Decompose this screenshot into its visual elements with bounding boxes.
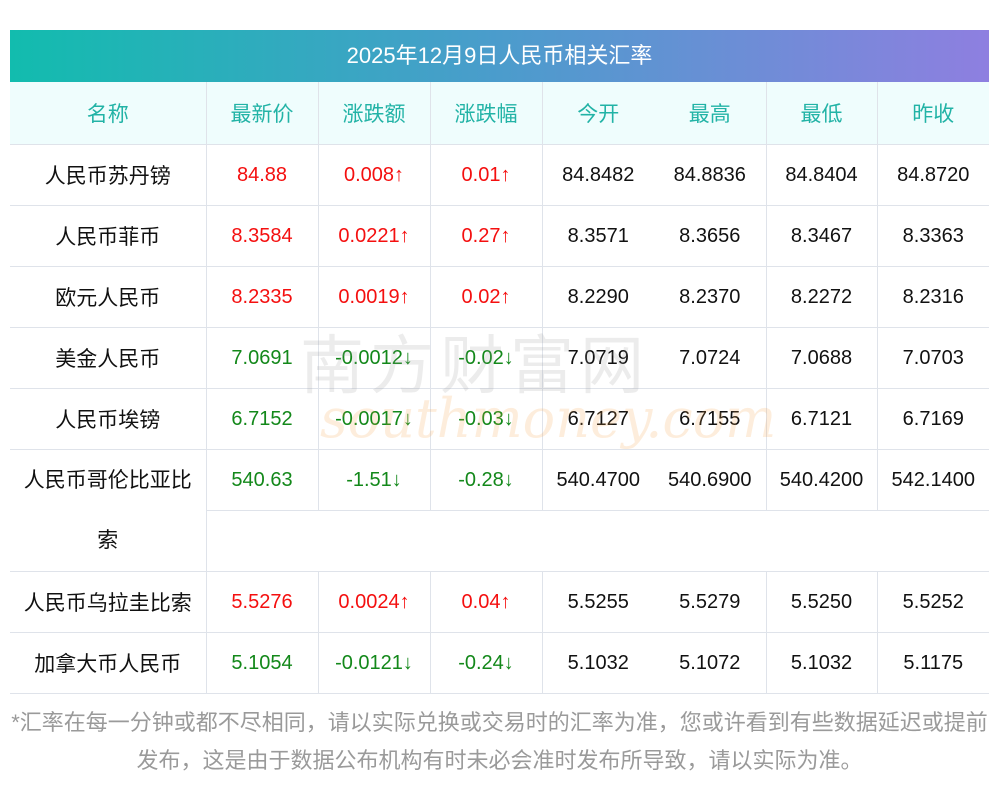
cell-change: -0.0017↓	[317, 388, 430, 450]
cell-high: 5.5279	[654, 571, 766, 633]
cell-high: 540.6900	[654, 449, 766, 511]
cell-change: 0.0221↑	[317, 205, 430, 267]
page-title: 2025年12月9日人民币相关汇率	[10, 30, 989, 82]
cell-latest: 7.0691	[205, 327, 318, 389]
cell-high: 7.0724	[654, 327, 766, 389]
cell-open: 8.2290	[541, 266, 654, 328]
cell-prev: 84.8720	[876, 144, 989, 206]
cell-pct: -0.28↓	[429, 449, 542, 511]
cell-low: 5.1032	[765, 632, 877, 694]
cell-name: 人民币苏丹镑	[10, 144, 206, 206]
cell-pct: -0.24↓	[429, 632, 542, 694]
cell-open: 84.8482	[541, 144, 654, 206]
cell-low: 7.0688	[765, 327, 877, 389]
cell-name: 人民币哥伦比亚比索	[10, 449, 206, 572]
cell-prev: 542.1400	[876, 449, 989, 511]
cell-change: -0.0012↓	[317, 327, 430, 389]
exchange-rate-table: 名称 最新价 涨跌额 涨跌幅 今开 最高 最低 昨收 人民币苏丹镑 84.88 0.008↑ 0.0…	[10, 82, 989, 694]
name-line-1: 人民币哥伦比亚比	[23, 468, 192, 492]
column-header-low: 最低	[765, 82, 877, 145]
cell-latest: 5.1054	[205, 632, 318, 694]
cell-latest: 540.63	[205, 449, 318, 511]
cell-low: 8.2272	[765, 266, 877, 328]
cell-latest: 8.3584	[205, 205, 318, 267]
column-header-pct: 涨跌幅	[429, 82, 542, 145]
cell-name: 人民币埃镑	[10, 388, 206, 450]
table-row: 加拿大币人民币 5.1054 -0.0121↓ -0.24↓ 5.1032 5.1072 5…	[10, 632, 989, 694]
cell-high: 84.8836	[654, 144, 766, 206]
table-row: 欧元人民币 8.2335 0.0019↑ 0.02↑ 8.2290 8.2370 8.227…	[10, 266, 989, 328]
cell-name: 加拿大币人民币	[10, 632, 206, 694]
table-row-continuation	[10, 510, 989, 572]
table-header: 名称 最新价 涨跌额 涨跌幅 今开 最高 最低 昨收	[10, 82, 989, 145]
column-header-name: 名称	[10, 82, 206, 145]
cell-low: 540.4200	[765, 449, 877, 511]
cell-latest: 6.7152	[205, 388, 318, 450]
column-header-prev: 昨收	[876, 82, 989, 145]
cell-change: -1.51↓	[317, 449, 430, 511]
cell-open: 7.0719	[541, 327, 654, 389]
cell-prev: 7.0703	[876, 327, 989, 389]
column-header-high: 最高	[654, 82, 766, 145]
cell-high: 8.3656	[654, 205, 766, 267]
table-row: 人民币苏丹镑 84.88 0.008↑ 0.01↑ 84.8482 84.8836 84.8…	[10, 144, 989, 206]
cell-prev: 5.5252	[876, 571, 989, 633]
cell-change: -0.0121↓	[317, 632, 430, 694]
cell-open: 5.5255	[541, 571, 654, 633]
cell-open: 540.4700	[541, 449, 654, 511]
column-header-open: 今开	[541, 82, 654, 145]
cell-open: 8.3571	[541, 205, 654, 267]
cell-pct: -0.03↓	[429, 388, 542, 450]
column-header-latest: 最新价	[205, 82, 318, 145]
cell-low: 8.3467	[765, 205, 877, 267]
cell-latest: 5.5276	[205, 571, 318, 633]
cell-name: 人民币菲币	[10, 205, 206, 267]
column-header-change: 涨跌额	[317, 82, 430, 145]
cell-low: 84.8404	[765, 144, 877, 206]
cell-prev: 8.2316	[876, 266, 989, 328]
cell-name: 欧元人民币	[10, 266, 206, 328]
cell-high: 8.2370	[654, 266, 766, 328]
cell-pct: -0.02↓	[429, 327, 542, 389]
table-row: 人民币菲币 8.3584 0.0221↑ 0.27↑ 8.3571 8.3656 8.346…	[10, 205, 989, 267]
empty-cell	[205, 510, 989, 572]
cell-pct: 0.02↑	[429, 266, 542, 328]
table-row: 美金人民币 7.0691 -0.0012↓ -0.02↓ 7.0719 7.0724 7.0…	[10, 327, 989, 389]
table-row: 人民币埃镑 6.7152 -0.0017↓ -0.03↓ 6.7127 6.7155 6.7…	[10, 388, 989, 450]
cell-prev: 8.3363	[876, 205, 989, 267]
cell-pct: 0.01↑	[429, 144, 542, 206]
cell-change: 0.008↑	[317, 144, 430, 206]
cell-latest: 8.2335	[205, 266, 318, 328]
cell-change: 0.0019↑	[317, 266, 430, 328]
cell-prev: 6.7169	[876, 388, 989, 450]
cell-prev: 5.1175	[876, 632, 989, 694]
cell-low: 6.7121	[765, 388, 877, 450]
cell-name: 美金人民币	[10, 327, 206, 389]
table-row: 人民币乌拉圭比索 5.5276 0.0024↑ 0.04↑ 5.5255 5.5279 5.…	[10, 571, 989, 633]
cell-open: 5.1032	[541, 632, 654, 694]
name-line-2: 索	[97, 528, 119, 552]
cell-high: 6.7155	[654, 388, 766, 450]
cell-latest: 84.88	[205, 144, 318, 206]
cell-high: 5.1072	[654, 632, 766, 694]
cell-pct: 0.27↑	[429, 205, 542, 267]
cell-name: 人民币乌拉圭比索	[10, 571, 206, 633]
cell-open: 6.7127	[541, 388, 654, 450]
cell-pct: 0.04↑	[429, 571, 542, 633]
table-row: 人民币哥伦比亚比索 540.63 -1.51↓ -0.28↓ 540.4700 540.6…	[10, 449, 989, 572]
cell-change: 0.0024↑	[317, 571, 430, 633]
disclaimer-note: *汇率在每一分钟或都不尽相同，请以实际兑换或交易时的汇率为准，您或许看到有些数据…	[11, 710, 988, 773]
cell-low: 5.5250	[765, 571, 877, 633]
